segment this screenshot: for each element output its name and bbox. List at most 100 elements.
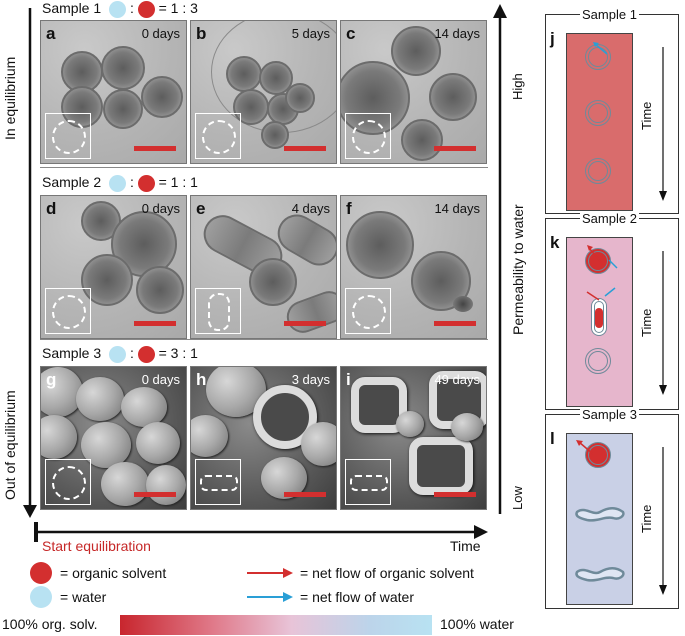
particle bbox=[451, 413, 483, 441]
inset bbox=[45, 113, 91, 159]
start-equilibration-label: Start equilibration bbox=[42, 538, 151, 554]
time-label: Time bbox=[639, 308, 654, 337]
particle bbox=[41, 415, 77, 459]
vesicle bbox=[261, 121, 289, 149]
schematic-title: Sample 1 bbox=[580, 7, 639, 22]
vesicle-icon bbox=[585, 348, 611, 374]
inset bbox=[345, 288, 391, 334]
schematic-j: j Sample 1 Time bbox=[545, 7, 679, 214]
vesicle-icon bbox=[585, 442, 611, 468]
hollow-particle bbox=[351, 377, 407, 433]
scale-bar bbox=[434, 321, 476, 326]
vesicle bbox=[101, 46, 145, 90]
separator bbox=[40, 167, 488, 168]
organic-dot bbox=[137, 345, 155, 363]
scale-bar bbox=[134, 146, 176, 151]
collapsed-vesicle-icon bbox=[575, 567, 625, 582]
schematic-title: Sample 3 bbox=[580, 407, 639, 422]
vesicle bbox=[103, 89, 143, 129]
collapsed-vesicle-icon bbox=[575, 507, 625, 522]
particle bbox=[81, 422, 131, 468]
scale-bar bbox=[284, 146, 326, 151]
inset bbox=[345, 459, 391, 505]
organic-solvent-dot bbox=[30, 562, 52, 584]
panel-time: 14 days bbox=[434, 201, 480, 216]
panel-time: 5 days bbox=[291, 26, 330, 41]
vesicle bbox=[391, 26, 441, 76]
panel-letter: h bbox=[196, 370, 207, 389]
panel-letter: e bbox=[196, 199, 206, 218]
schematic-l-container bbox=[566, 433, 633, 605]
out-of-equilibrium-label: Out of equilibrium bbox=[2, 390, 18, 500]
panel-time: 0 days bbox=[141, 201, 180, 216]
time-axis-arrow bbox=[34, 522, 488, 542]
inset bbox=[195, 459, 241, 505]
sample-1-header: Sample 1 : = 1 : 3 bbox=[42, 0, 198, 18]
schematic-j-container bbox=[566, 33, 633, 211]
panel-time: 0 days bbox=[141, 26, 180, 41]
panel-f: f 14 days bbox=[340, 195, 487, 339]
organic-flow-arrow bbox=[576, 440, 594, 455]
panel-letter: f bbox=[346, 199, 352, 218]
time-arrow bbox=[659, 251, 667, 395]
panel-h: h 3 days bbox=[190, 366, 337, 510]
schematic-title: Sample 2 bbox=[580, 211, 639, 226]
scale-bar bbox=[134, 492, 176, 497]
particle bbox=[136, 422, 180, 464]
schematic-l: l Sample 3 Time bbox=[545, 407, 679, 609]
sample-1-title: Sample 1 bbox=[42, 0, 102, 16]
flow-arrows bbox=[247, 568, 293, 602]
vesicle bbox=[285, 83, 315, 113]
water-dot bbox=[109, 174, 127, 192]
panel-b: b 5 days bbox=[190, 20, 337, 164]
vesicle-icon bbox=[585, 100, 611, 126]
panel-time: 0 days bbox=[141, 372, 180, 387]
inset bbox=[45, 459, 91, 505]
organic-dot bbox=[137, 174, 155, 192]
sample-2-title: Sample 2 bbox=[42, 174, 102, 190]
panel-e: e 4 days bbox=[190, 195, 337, 339]
panel-letter: b bbox=[196, 24, 207, 43]
composition-gradient-bar bbox=[120, 615, 432, 635]
aggregate bbox=[453, 296, 473, 312]
particle bbox=[121, 387, 167, 427]
particle bbox=[191, 415, 228, 457]
panel-time: 14 days bbox=[434, 26, 480, 41]
panel-letter: g bbox=[46, 370, 57, 389]
equilibrium-axis bbox=[20, 0, 40, 520]
gradient-right-label: 100% water bbox=[440, 616, 514, 632]
vesicle bbox=[141, 76, 183, 118]
panel-time: 49 days bbox=[434, 372, 480, 387]
water-dot bbox=[109, 0, 127, 18]
time-arrow bbox=[659, 47, 667, 201]
scale-bar bbox=[434, 492, 476, 497]
time-axis-label: Time bbox=[450, 538, 481, 554]
scale-bar bbox=[284, 492, 326, 497]
scale-bar bbox=[134, 321, 176, 326]
panel-letter: j bbox=[550, 29, 555, 48]
panel-c: c 14 days bbox=[340, 20, 487, 164]
vesicle-icon bbox=[585, 158, 611, 184]
water-dot bbox=[109, 345, 127, 363]
vesicle bbox=[249, 258, 297, 306]
panel-d: d 0 days bbox=[40, 195, 187, 339]
vesicle bbox=[226, 56, 262, 92]
gradient-left-label: 100% org. solv. bbox=[2, 616, 98, 632]
panel-a: a 0 days bbox=[40, 20, 187, 164]
organic-solvent-label: = organic solvent bbox=[60, 565, 167, 581]
water-dot bbox=[30, 586, 52, 608]
sample-3-title: Sample 3 bbox=[42, 345, 102, 361]
panel-letter: l bbox=[550, 429, 555, 448]
time-label: Time bbox=[639, 504, 654, 533]
schematic-k-container bbox=[566, 237, 633, 407]
particle bbox=[146, 465, 186, 505]
time-arrow bbox=[659, 447, 667, 595]
organic-dot bbox=[137, 0, 155, 18]
panel-g: g 0 days bbox=[40, 366, 187, 510]
inset bbox=[195, 288, 241, 334]
particle bbox=[76, 377, 124, 421]
vesicle bbox=[401, 119, 443, 161]
sample-1-ratio: = 1 : 3 bbox=[158, 0, 198, 16]
inset bbox=[45, 288, 91, 334]
water-flow-arrow bbox=[593, 42, 608, 55]
